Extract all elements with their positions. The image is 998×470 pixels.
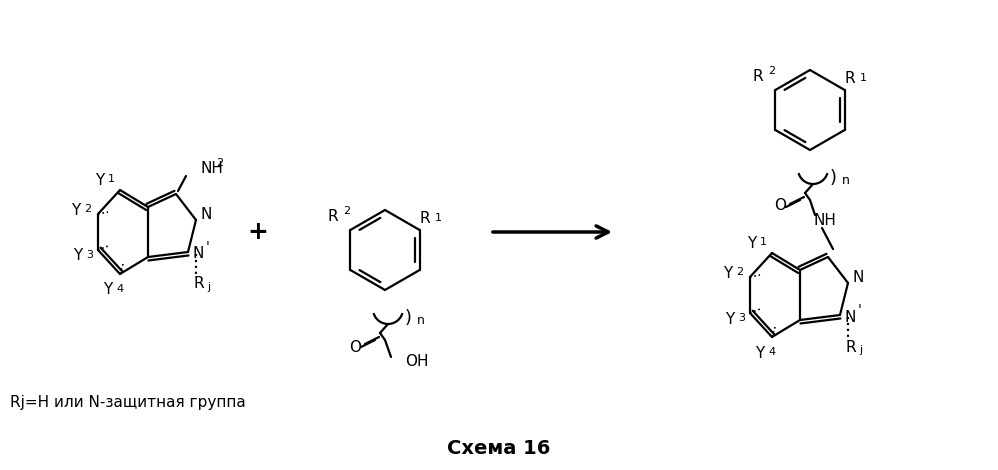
Text: ': ' xyxy=(206,240,210,254)
Text: 1: 1 xyxy=(108,174,115,184)
Text: ): ) xyxy=(405,309,418,327)
Text: N: N xyxy=(844,310,855,324)
Text: j: j xyxy=(859,345,862,355)
Text: 2: 2 xyxy=(343,206,350,216)
Text: 3: 3 xyxy=(86,250,93,260)
Text: N: N xyxy=(193,246,204,261)
Text: N: N xyxy=(852,269,863,284)
Text: R: R xyxy=(194,276,205,291)
Text: ): ) xyxy=(830,169,842,187)
Text: n: n xyxy=(417,314,425,327)
Text: OH: OH xyxy=(405,354,428,369)
Text: R: R xyxy=(419,211,430,226)
Text: Rj=H или N-защитная группа: Rj=H или N-защитная группа xyxy=(10,394,246,409)
Text: O: O xyxy=(774,197,786,212)
Text: Y: Y xyxy=(104,282,113,298)
Text: +: + xyxy=(248,220,268,244)
Text: 2: 2 xyxy=(216,158,224,168)
Text: R: R xyxy=(845,339,856,354)
Text: Y: Y xyxy=(72,203,81,218)
Text: ': ' xyxy=(858,303,862,317)
Text: Y: Y xyxy=(726,312,735,327)
Text: 2: 2 xyxy=(84,204,91,214)
Text: j: j xyxy=(207,282,211,292)
Text: O: O xyxy=(349,339,361,354)
Text: R: R xyxy=(752,69,762,84)
Text: 1: 1 xyxy=(760,237,767,247)
Text: 4: 4 xyxy=(116,284,123,294)
Text: Y: Y xyxy=(724,266,733,281)
Text: n: n xyxy=(842,174,850,187)
Text: Y: Y xyxy=(748,235,756,251)
Text: N: N xyxy=(201,206,212,221)
Text: R: R xyxy=(844,70,855,86)
Text: Y: Y xyxy=(96,172,105,188)
Text: 1: 1 xyxy=(435,213,442,223)
Text: NH: NH xyxy=(200,160,223,175)
Text: 3: 3 xyxy=(738,313,745,323)
Text: Y: Y xyxy=(755,345,764,360)
Text: NH: NH xyxy=(813,212,836,227)
Text: Y: Y xyxy=(74,249,83,264)
Text: 2: 2 xyxy=(768,66,775,76)
Text: 2: 2 xyxy=(736,267,744,277)
Text: Схема 16: Схема 16 xyxy=(447,439,551,457)
Text: 4: 4 xyxy=(768,347,775,357)
Text: 1: 1 xyxy=(859,73,866,83)
Text: R: R xyxy=(327,209,337,224)
